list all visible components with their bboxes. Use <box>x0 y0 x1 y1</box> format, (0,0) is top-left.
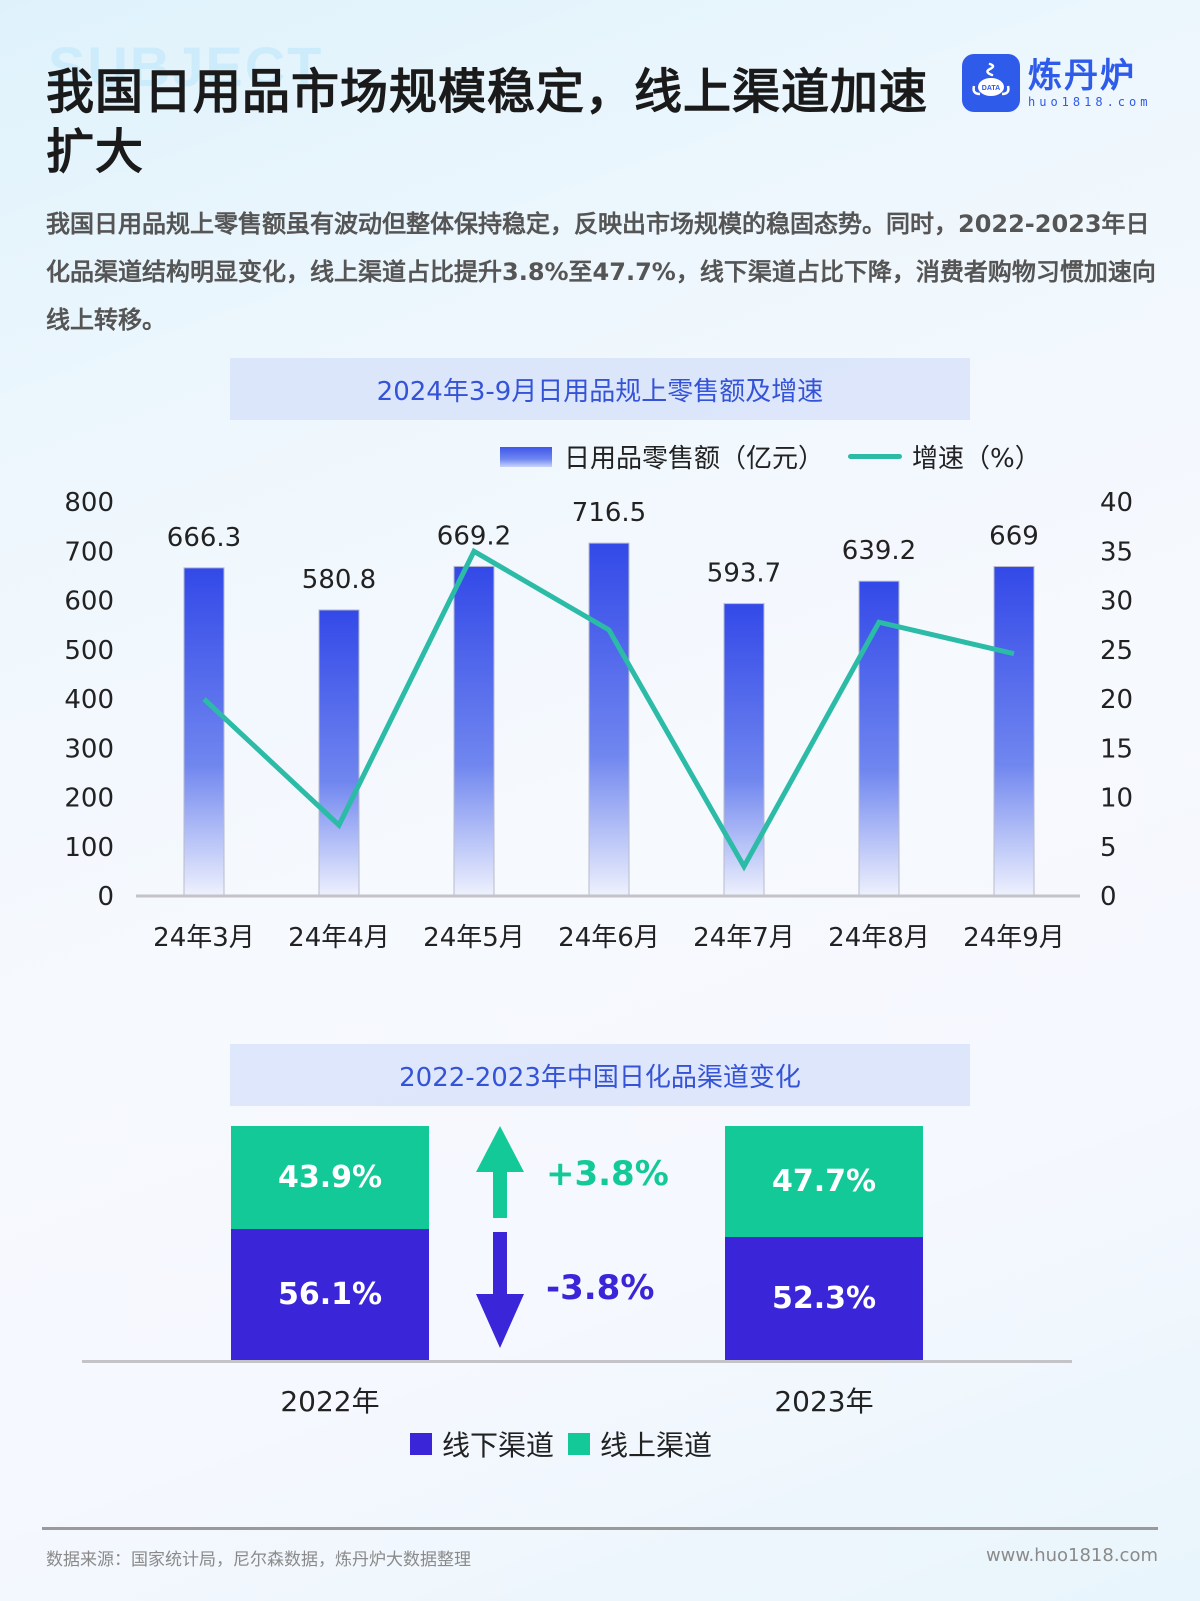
cauldron-icon: DATA <box>962 54 1020 112</box>
x-tick-label: 24年8月 <box>828 923 930 953</box>
bar <box>588 542 630 897</box>
bar-value-labels: 666.3 580.8 669.2 716.5 593.7 639.2 669 <box>167 498 1039 595</box>
segment-online-2023: 47.7% <box>725 1126 923 1237</box>
offline-delta: -3.8% <box>546 1268 655 1308</box>
y2-tick-label: 0 <box>1100 882 1117 912</box>
y-tick-label: 200 <box>64 784 114 814</box>
logo-url: huo1818.com <box>1028 95 1152 109</box>
bar-value-label: 580.8 <box>302 565 376 595</box>
x-tick-label: 24年3月 <box>153 923 255 953</box>
y2-tick-label: 5 <box>1100 833 1117 863</box>
y2-tick-label: 25 <box>1100 636 1133 666</box>
y-tick-label: 600 <box>64 587 114 617</box>
bar <box>858 580 900 897</box>
bar-value-label: 593.7 <box>707 559 781 589</box>
arrow-down-icon <box>476 1232 524 1348</box>
online-delta: +3.8% <box>546 1154 669 1194</box>
retail-sales-chart: 0 100 200 300 400 500 600 700 800 0 5 10 15 20 25 30 35… <box>64 488 1133 953</box>
right-y-axis: 0 5 10 15 20 25 30 35 40 <box>1100 488 1133 912</box>
svg-text:DATA: DATA <box>982 85 1000 92</box>
x-tick-label: 24年9月 <box>963 923 1065 953</box>
bar-value-label: 669.2 <box>437 521 511 551</box>
x-tick-label: 24年4月 <box>288 923 390 953</box>
chart1-legend: 日用品零售额（亿元） 增速（%） <box>500 438 1041 475</box>
segment-offline-2023: 52.3% <box>725 1237 923 1360</box>
segment-offline-2022: 56.1% <box>231 1229 429 1360</box>
y-tick-label: 400 <box>64 685 114 715</box>
bar-series <box>183 542 1035 897</box>
chart2-legend: 线下渠道 线上渠道 <box>410 1424 712 1464</box>
bar <box>318 609 360 897</box>
growth-line <box>202 547 1015 872</box>
y2-tick-label: 35 <box>1100 537 1133 567</box>
year-2022-label: 2022年 <box>280 1385 380 1418</box>
bar-value-label: 716.5 <box>572 498 646 528</box>
y-tick-label: 300 <box>64 734 114 764</box>
bar-value-label: 666.3 <box>167 523 241 553</box>
y-tick-label: 800 <box>64 488 114 518</box>
footer-divider <box>42 1527 1158 1530</box>
legend-line-label: 增速（%） <box>912 444 1041 474</box>
legend-line-swatch <box>848 454 903 459</box>
y-tick-label: 500 <box>64 636 114 666</box>
up-down-arrows-icon <box>476 1126 524 1348</box>
subject-watermark: SUBJECT <box>48 35 324 98</box>
data-source: 数据来源：国家统计局，尼尔森数据，炼丹炉大数据整理 <box>46 1550 471 1570</box>
page-title: 我国日用品市场规模稳定，线上渠道加速扩大 <box>46 64 929 180</box>
bar-value-label: 669 <box>989 522 1039 552</box>
x-axis-labels: 24年3月 24年4月 24年5月 24年6月 24年7月 24年8月 24年9月 <box>153 923 1065 953</box>
year-2023-label: 2023年 <box>774 1385 874 1418</box>
bar <box>183 567 225 897</box>
bar-value-label: 639.2 <box>842 536 916 566</box>
brand-logo: DATA 炼丹炉 huo1818.com <box>962 54 1151 112</box>
bar <box>723 603 765 897</box>
stack-2022: 43.9% 56.1% <box>231 1126 429 1360</box>
legend-bar-label: 日用品零售额（亿元） <box>564 444 825 474</box>
left-y-axis: 0 100 200 300 400 500 600 700 800 <box>64 488 114 912</box>
chart2-baseline <box>82 1360 1072 1363</box>
y2-tick-label: 10 <box>1100 784 1133 814</box>
x-tick-label: 24年7月 <box>693 923 795 953</box>
y-tick-label: 0 <box>97 882 114 912</box>
arrow-up-icon <box>476 1126 524 1218</box>
online-swatch <box>568 1433 591 1455</box>
bar <box>993 566 1035 897</box>
legend-bar-swatch <box>500 446 552 467</box>
x-tick-label: 24年5月 <box>423 923 525 953</box>
legend-offline-label: 线下渠道 <box>442 1429 555 1462</box>
legend-online-label: 线上渠道 <box>600 1429 713 1462</box>
bar <box>453 565 495 897</box>
chart2-title: 2022-2023年中国日化品渠道变化 <box>230 1044 970 1106</box>
segment-online-2022: 43.9% <box>231 1126 429 1229</box>
x-tick-label: 24年6月 <box>558 923 660 953</box>
y2-tick-label: 30 <box>1100 587 1133 617</box>
y2-tick-label: 20 <box>1100 685 1133 715</box>
website-link[interactable]: www.huo1818.com <box>985 1545 1158 1566</box>
offline-swatch <box>410 1433 432 1455</box>
y-tick-label: 100 <box>64 833 114 863</box>
stack-2023: 47.7% 52.3% <box>725 1126 923 1360</box>
y2-tick-label: 15 <box>1100 734 1133 764</box>
y2-tick-label: 40 <box>1100 488 1133 518</box>
y-tick-label: 700 <box>64 537 114 567</box>
chart1-title: 2024年3-9月日用品规上零售额及增速 <box>230 358 970 420</box>
logo-name: 炼丹炉 <box>1028 56 1136 96</box>
intro-paragraph: 我国日用品规上零售额虽有波动但整体保持稳定，反映出市场规模的稳固态势。同时，20… <box>46 210 1156 334</box>
